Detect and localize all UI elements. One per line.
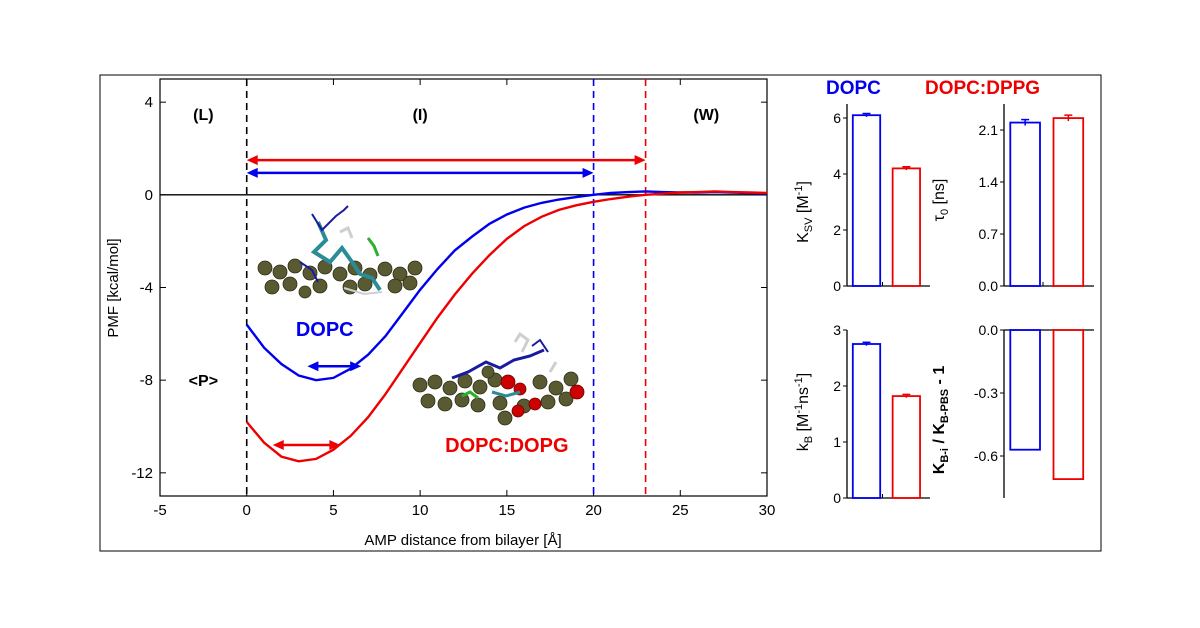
- bar-y-tick-label: 1: [833, 434, 841, 450]
- pmf-range-arrow: [246, 167, 594, 178]
- pmf-y-tick-label: -4: [140, 280, 153, 297]
- kb-ratio-y-axis-label: KB-i / KB-PBS - 1: [931, 366, 951, 475]
- pmf-y-tick-label: -8: [140, 372, 153, 389]
- figure-frame: [99, 74, 1102, 552]
- legend-dopc-dppg: DOPC:DPPG: [925, 78, 1040, 99]
- pmf-region-label: (W): [693, 107, 719, 124]
- pmf-region-label: (I): [413, 107, 428, 124]
- pmf-curve-dopc-dopg: [245, 190, 768, 463]
- bar-y-tick-label: 3: [833, 322, 841, 338]
- ksv-y-axis-label: KSV [M-1]: [793, 181, 815, 243]
- pmf-region-label: <P>: [189, 373, 218, 390]
- kb-y-axis-label: kB [M-1ns-1]: [793, 373, 815, 451]
- pmf-x-tick-label: 10: [412, 502, 429, 519]
- pmf-x-tick-label: -5: [153, 502, 166, 519]
- pmf-series-label: DOPC: [296, 319, 354, 341]
- ksv-bar-panel: 0 2 4 6: [833, 104, 930, 294]
- bar-y-tick-label: -0.6: [974, 448, 998, 464]
- bar-y-tick-label: 4: [833, 166, 841, 182]
- pmf-x-axis-label: AMP distance from bilayer [Å]: [364, 532, 561, 549]
- bar-y-tick-label: 0: [833, 278, 841, 294]
- bar-y-tick-label: 2.1: [979, 122, 999, 138]
- bar-y-tick-label: 6: [833, 110, 841, 126]
- bar-y-tick-label: 0.7: [979, 226, 999, 242]
- bar-dopc: [1009, 329, 1041, 451]
- kb-ratio-bar-panel: 0.0 -0.3 -0.6: [974, 322, 1094, 498]
- pmf-y-axis-label: PMF [kcal/mol]: [105, 238, 122, 337]
- tau0-y-axis-label: τ0 [ns]: [931, 179, 951, 222]
- bar-y-tick-label: 2: [833, 222, 841, 238]
- pmf-guides: [160, 79, 767, 496]
- tau0-bar-panel: 0.0 0.7 1.4 2.1: [979, 104, 1094, 294]
- pmf-y-tick-label: 4: [145, 94, 153, 111]
- dopc-membrane-snapshot: [257, 205, 423, 299]
- pmf-ticks: -5 0 5 10 15 20 25 30 4 0 -4 -8 -12: [131, 79, 775, 519]
- pmf-plot: -5 0 5 10 15 20 25 30 4 0 -4 -8 -12: [105, 78, 775, 549]
- pmf-region-label: (L): [193, 107, 213, 124]
- bar-y-tick-label: 0.0: [979, 278, 999, 294]
- pmf-series-label: DOPC:DOPG: [445, 435, 568, 457]
- bar-y-tick-label: 1.4: [979, 174, 999, 190]
- pmf-x-tick-label: 20: [585, 502, 602, 519]
- legend-dopc: DOPC: [826, 78, 881, 99]
- pmf-range-arrow: [246, 155, 646, 166]
- pmf-curves: [245, 155, 768, 463]
- pmf-y-tick-label: -12: [131, 465, 153, 482]
- pmf-labels: (L) (I) (W) <P> DOPC DOPC:DOPG: [189, 107, 720, 457]
- pmf-x-tick-label: 5: [329, 502, 337, 519]
- pmf-range-arrow: [272, 440, 341, 451]
- pmf-range-arrow: [307, 361, 362, 372]
- bar-y-tick-label: -0.3: [974, 385, 998, 401]
- pmf-x-tick-label: 25: [672, 502, 689, 519]
- bar-y-tick-label: 0.0: [979, 322, 999, 338]
- bar-y-tick-label: 0: [833, 490, 841, 506]
- bar-y-tick-label: 2: [833, 378, 841, 394]
- kb-bar-panel: 0 1 2 3: [833, 322, 930, 506]
- pmf-x-tick-label: 15: [499, 502, 516, 519]
- pmf-y-tick-label: 0: [145, 187, 153, 204]
- bar-dopc-dppg: [1052, 329, 1085, 481]
- dopc-dopg-membrane-snapshot: [412, 331, 585, 426]
- pmf-x-tick-label: 30: [759, 502, 776, 519]
- pmf-x-tick-label: 0: [243, 502, 251, 519]
